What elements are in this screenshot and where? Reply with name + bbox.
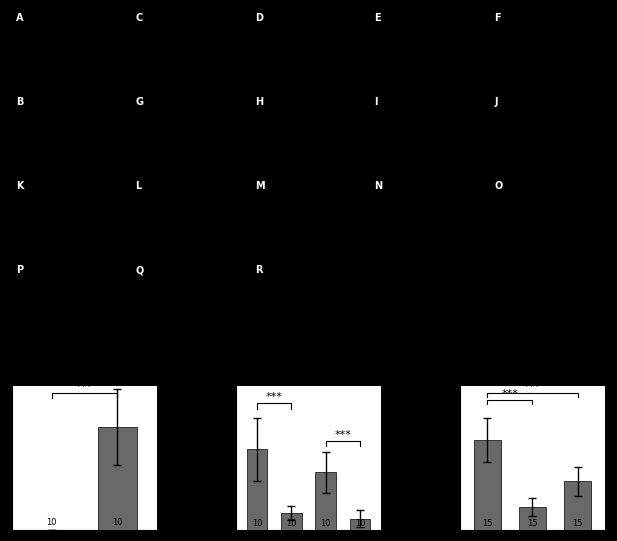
Text: 10: 10 [320, 519, 331, 528]
Text: K: K [16, 181, 23, 192]
Bar [247, 450, 267, 530]
Bar [315, 472, 336, 530]
Text: B: B [16, 97, 23, 107]
Text: N: N [375, 181, 383, 192]
Bar [97, 427, 137, 530]
Text: 15: 15 [573, 519, 583, 529]
Text: E: E [375, 13, 381, 23]
Text: G: G [135, 97, 143, 107]
Text: D: D [255, 13, 263, 23]
Text: 10: 10 [112, 518, 123, 527]
Text: 10: 10 [252, 519, 262, 528]
Text: ***: *** [266, 392, 283, 402]
Text: H: H [255, 97, 263, 107]
Text: ***: *** [334, 430, 351, 439]
Text: Q: Q [135, 265, 144, 275]
Text: C: C [135, 13, 143, 23]
Text: P: P [16, 265, 23, 275]
Bar [474, 440, 501, 530]
Bar [350, 519, 370, 530]
Text: I: I [375, 97, 378, 107]
Bar [564, 481, 591, 530]
Text: A: A [16, 13, 23, 23]
Text: 10: 10 [286, 519, 297, 528]
Text: R: R [255, 265, 262, 275]
Bar [281, 513, 302, 530]
Text: O: O [494, 181, 502, 192]
Text: 10: 10 [355, 519, 365, 528]
Y-axis label: Lamellocytes (%): Lamellocytes (%) [204, 419, 213, 497]
Bar [519, 507, 546, 530]
Text: T: T [210, 374, 220, 388]
Text: M: M [255, 181, 265, 192]
Text: ***: *** [76, 382, 93, 392]
Text: ***: *** [502, 390, 518, 399]
Text: ***: *** [524, 382, 541, 392]
Text: F: F [494, 13, 501, 23]
Text: L: L [135, 181, 142, 192]
Text: 15: 15 [527, 519, 537, 529]
Text: 10: 10 [46, 518, 57, 527]
Text: 15: 15 [482, 519, 492, 529]
Y-axis label: p62 level/Hemocyte: p62 level/Hemocyte [423, 412, 432, 504]
Text: J: J [494, 97, 498, 107]
Text: U: U [434, 374, 445, 388]
